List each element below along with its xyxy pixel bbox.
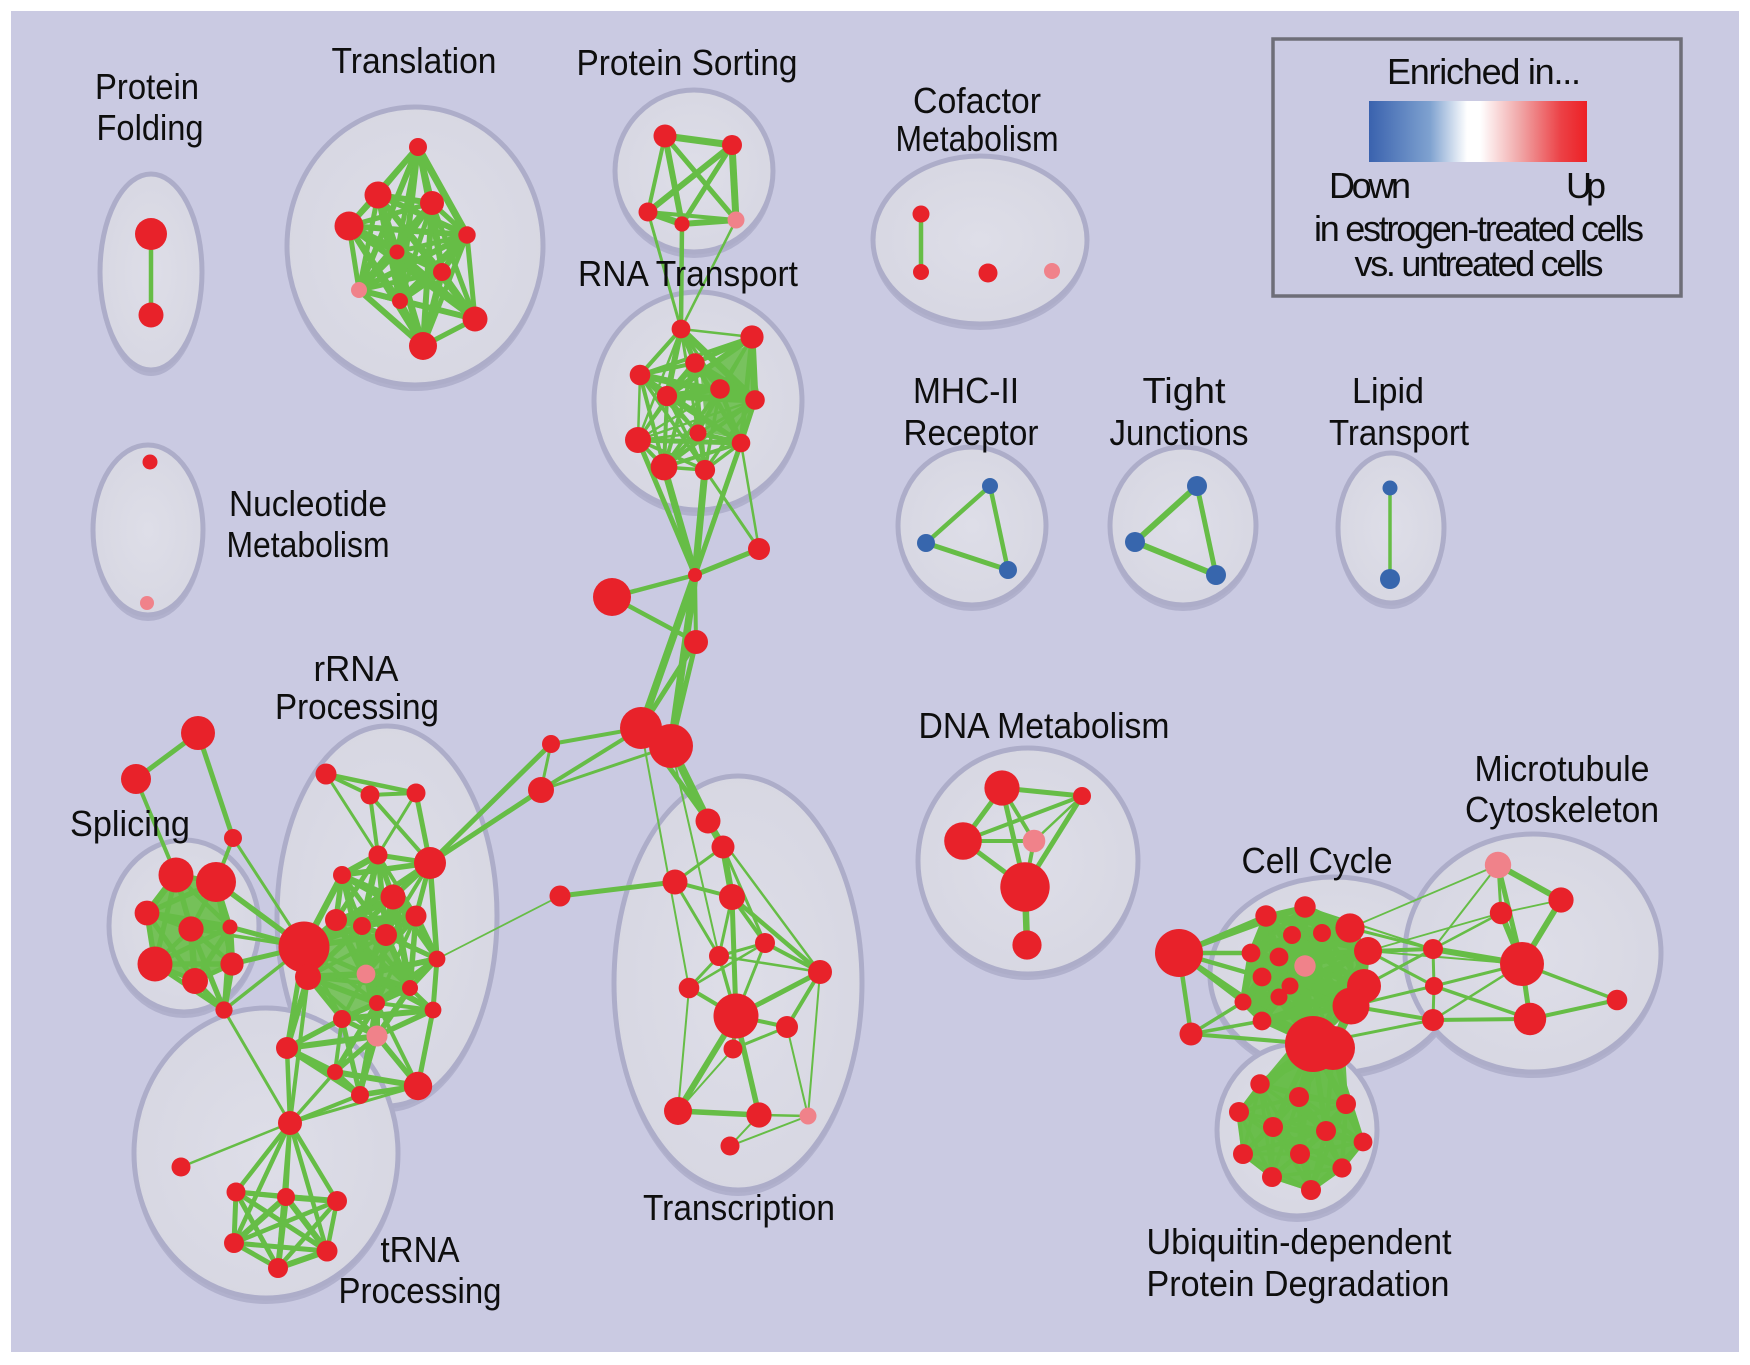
svg-text:Microtubule: Microtubule xyxy=(1475,748,1650,789)
svg-text:Protein Sorting: Protein Sorting xyxy=(577,42,798,83)
svg-text:Translation: Translation xyxy=(332,40,497,81)
svg-text:Protein Degradation: Protein Degradation xyxy=(1147,1263,1450,1304)
svg-text:Ubiquitin-dependent: Ubiquitin-dependent xyxy=(1147,1221,1452,1262)
svg-text:Junctions: Junctions xyxy=(1110,412,1249,453)
svg-text:Processing: Processing xyxy=(275,686,439,727)
svg-text:Splicing: Splicing xyxy=(70,803,190,844)
svg-text:vs. untreated cells: vs. untreated cells xyxy=(1355,243,1604,284)
svg-text:Up: Up xyxy=(1566,165,1606,206)
svg-text:DNA Metabolism: DNA Metabolism xyxy=(919,705,1170,746)
svg-text:Nucleotide: Nucleotide xyxy=(229,483,387,524)
svg-text:Folding: Folding xyxy=(97,107,204,148)
svg-text:in estrogen-treated cells: in estrogen-treated cells xyxy=(1314,208,1644,249)
svg-text:Transcription: Transcription xyxy=(643,1187,835,1228)
svg-text:Processing: Processing xyxy=(339,1270,502,1311)
svg-text:MHC-II: MHC-II xyxy=(913,370,1019,411)
svg-text:rRNA: rRNA xyxy=(314,648,399,689)
svg-text:Enriched in...: Enriched in... xyxy=(1387,51,1581,92)
svg-text:Protein: Protein xyxy=(95,66,199,107)
svg-text:Receptor: Receptor xyxy=(904,412,1039,453)
svg-text:tRNA: tRNA xyxy=(381,1229,460,1270)
svg-text:Cell Cycle: Cell Cycle xyxy=(1242,840,1393,881)
svg-text:RNA Transport: RNA Transport xyxy=(578,253,798,294)
svg-text:Cytoskeleton: Cytoskeleton xyxy=(1465,789,1659,830)
svg-text:Cofactor: Cofactor xyxy=(913,80,1041,121)
svg-text:Lipid: Lipid xyxy=(1352,370,1424,411)
svg-text:Tight: Tight xyxy=(1143,370,1226,411)
svg-text:Metabolism: Metabolism xyxy=(227,524,390,565)
svg-text:Down: Down xyxy=(1329,165,1411,206)
svg-text:Transport: Transport xyxy=(1329,412,1469,453)
svg-text:Metabolism: Metabolism xyxy=(896,118,1059,159)
